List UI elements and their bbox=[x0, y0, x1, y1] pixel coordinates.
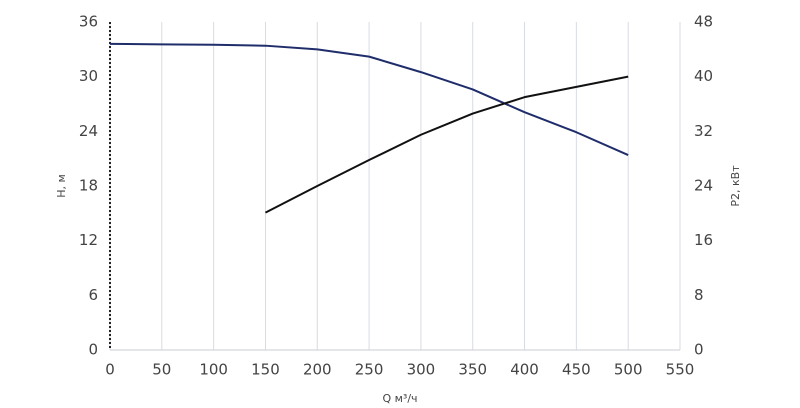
x-tick-label: 550 bbox=[666, 361, 695, 379]
y-tick-label: 6 bbox=[88, 286, 98, 304]
y2-tick-label: 8 bbox=[694, 286, 704, 304]
x-tick-label: 50 bbox=[152, 361, 171, 379]
x-tick-label: 0 bbox=[105, 361, 115, 379]
x-tick-label: 300 bbox=[407, 361, 436, 379]
y-tick-label: 30 bbox=[79, 67, 98, 85]
x-tick-label: 350 bbox=[458, 361, 487, 379]
y2-tick-label: 32 bbox=[694, 122, 713, 140]
y-tick-label: 24 bbox=[79, 122, 98, 140]
x-tick-label: 500 bbox=[614, 361, 643, 379]
y-tick-label: 36 bbox=[79, 13, 98, 31]
x-axis-title: Q м³/ч bbox=[382, 392, 417, 405]
x-tick-label: 400 bbox=[510, 361, 539, 379]
series-line bbox=[109, 42, 629, 156]
y2-tick-label: 40 bbox=[694, 67, 713, 85]
x-tick-label: 100 bbox=[199, 361, 228, 379]
y-tick-label: 0 bbox=[88, 341, 98, 359]
y-axis-title: H, м bbox=[55, 174, 68, 198]
series-line bbox=[264, 75, 629, 214]
x-tick-label: 450 bbox=[562, 361, 591, 379]
y-tick-label: 12 bbox=[79, 231, 98, 249]
x-tick-label: 200 bbox=[303, 361, 332, 379]
y2-tick-label: 16 bbox=[694, 231, 713, 249]
y2-tick-label: 24 bbox=[694, 177, 713, 195]
y-tick-label: 18 bbox=[79, 177, 98, 195]
y2-tick-label: 48 bbox=[694, 13, 713, 31]
y2-tick-label: 0 bbox=[694, 341, 704, 359]
x-tick-label: 250 bbox=[355, 361, 384, 379]
y2-axis-title: P2, кВт bbox=[729, 165, 742, 207]
x-tick-label: 150 bbox=[251, 361, 280, 379]
